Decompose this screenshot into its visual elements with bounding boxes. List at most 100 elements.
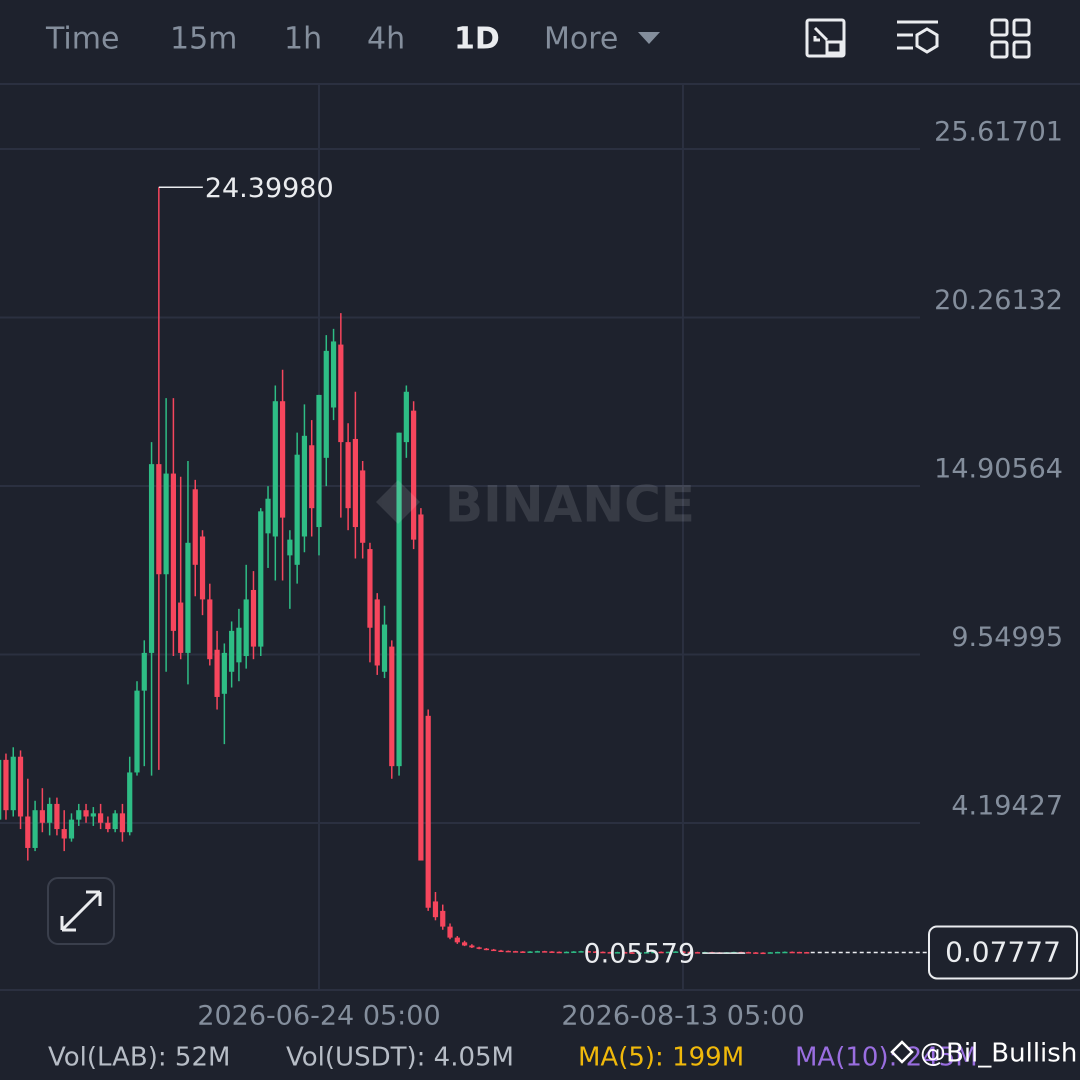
candle-body [39,810,45,823]
candle-body [600,951,606,954]
interval-tab-active[interactable]: 1D [454,22,500,57]
candle-body [105,822,111,830]
candle-body [127,772,133,833]
icon-pip-box [825,40,843,55]
candle-body [192,489,198,565]
candle-body [32,810,38,848]
candle-body [629,952,635,954]
icon-pip-arrow [813,26,829,42]
candle-body [61,829,67,839]
icon-layout-cell [990,40,1009,59]
candle-body [90,813,96,817]
candle-body [258,511,264,647]
candle-body [425,715,431,908]
candle-body [411,410,417,540]
candle-body [54,803,60,830]
candle-body [694,952,701,954]
min-label: 0.05579 [583,939,695,970]
candle-body [636,952,642,954]
candle-body [651,951,657,954]
candle-body [461,942,468,946]
candle-body [221,652,227,694]
candle-body [17,756,24,817]
candle-body [316,394,322,528]
candle-body [665,951,672,954]
candle-body [156,464,162,575]
ma10: MA(10): 245M [795,1043,978,1073]
candle-body [3,759,9,811]
candle-body [658,951,664,954]
candle-body [782,951,788,954]
candle-body [753,952,759,954]
last-price-label: 0.07777 [945,935,1061,968]
toolbar-icons [805,18,1031,59]
candle-body [83,810,89,817]
candle-body [236,627,242,663]
y-tick-label: 4.19427 [951,790,1063,821]
candle-body [643,952,650,954]
candle-body [804,952,810,954]
candle-body [418,514,424,861]
candle-body [178,602,184,653]
candle-body [112,813,118,830]
candle-body [454,937,460,943]
candle-body [432,901,439,918]
candle-body [214,649,220,697]
icon-layout-cell [1012,18,1031,37]
max-label: 24.39980 [205,173,334,204]
candle-body [796,951,803,954]
candle-body [148,464,155,653]
candle-body [68,819,75,839]
candle-body [301,435,308,537]
candle-body [534,951,540,953]
interval-tab[interactable]: 4h [367,22,405,57]
candle-body [243,599,249,657]
candle-body [345,442,351,509]
candle-body [287,539,293,556]
candle-body [680,951,686,953]
candle-body [396,432,402,767]
icon-pip[interactable] [805,18,846,58]
candle-body [483,948,490,951]
candle-body [381,624,388,672]
credit: @Bil_Bullish [920,1039,1077,1069]
candle-body [556,951,562,954]
candle-body [185,542,191,653]
candle-body [403,391,409,443]
candle-body [687,951,693,954]
candle-body [98,813,104,823]
y-tick-label: 14.90564 [934,453,1063,484]
more-menu[interactable]: More [544,22,618,57]
icon-layout[interactable] [990,18,1009,37]
candle-body [374,599,380,666]
icon-settings-hex [915,27,939,54]
icon-settings[interactable] [897,20,938,50]
interval-tab[interactable]: 1h [284,22,322,57]
interval-tab[interactable]: 15m [170,22,237,57]
expand-icon [60,890,102,932]
candle-body [309,445,315,509]
candle-body [775,951,781,954]
candle-body [25,816,31,848]
candle-body [440,910,446,927]
icon-layout-cell [1012,40,1031,59]
candle-body [585,951,591,953]
candle-body [207,599,213,660]
y-tick-label: 9.54995 [951,622,1063,653]
credit-logo [890,1040,914,1064]
candle-body [673,951,679,953]
candle-body [389,646,395,767]
candle-body [279,401,286,518]
candle-body [367,549,373,628]
candle-body [549,951,555,953]
candle-body [520,951,526,953]
last-price-box [928,925,1078,980]
interval-tab[interactable]: Time [45,22,119,57]
candle-body [323,350,329,458]
candle-body [134,690,140,773]
candle-body [330,341,337,408]
candle-body [338,344,344,443]
candle-body [250,589,257,647]
